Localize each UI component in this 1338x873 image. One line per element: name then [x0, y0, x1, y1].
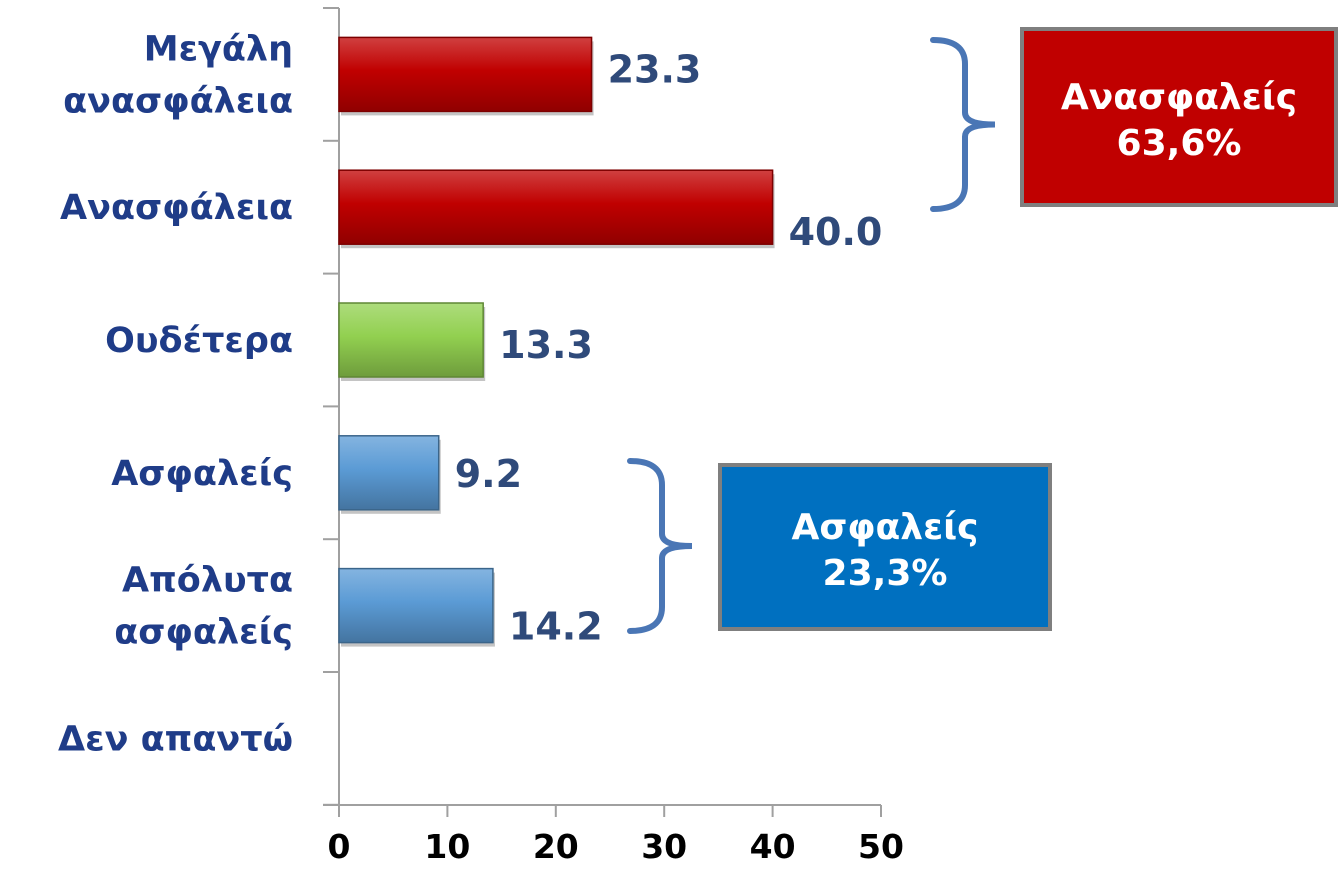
category-label: Ουδέτερα [105, 321, 293, 361]
bar [338, 435, 440, 511]
category-label: Ανασφάλεια [60, 188, 293, 228]
annotation-text: 23,3% [823, 553, 948, 594]
bar [338, 36, 593, 113]
value-label: 23.3 [608, 47, 702, 91]
x-tick-label: 0 [328, 827, 351, 866]
bar [338, 302, 484, 378]
value-label: 14.2 [509, 605, 603, 649]
annotation-box [1020, 27, 1338, 207]
category-label: Δεν απαντώ [58, 719, 293, 759]
annotation-text: Ανασφαλείς [1061, 77, 1297, 118]
x-tick-label: 40 [750, 827, 796, 866]
value-label: 9.2 [455, 452, 522, 496]
category-label: Απόλυτα [122, 561, 293, 601]
category-label: Μεγάλη [144, 29, 293, 69]
x-tick-label: 50 [858, 827, 904, 866]
bar [338, 169, 774, 245]
value-label: 13.3 [499, 323, 593, 367]
x-tick-label: 30 [641, 827, 687, 866]
category-label: ανασφάλεια [63, 81, 293, 121]
bracket [627, 458, 693, 634]
annotation-text: 63,6% [1117, 123, 1242, 164]
category-label: ασφαλείς [114, 613, 293, 653]
annotation-box [718, 463, 1052, 631]
bar [338, 567, 494, 644]
annotation-text: Ασφαλείς [792, 507, 979, 548]
x-tick-label: 20 [533, 827, 579, 866]
value-label: 40.0 [789, 210, 883, 254]
category-label: Ασφαλείς [111, 454, 293, 494]
bracket [930, 37, 996, 212]
x-tick-label: 10 [424, 827, 470, 866]
